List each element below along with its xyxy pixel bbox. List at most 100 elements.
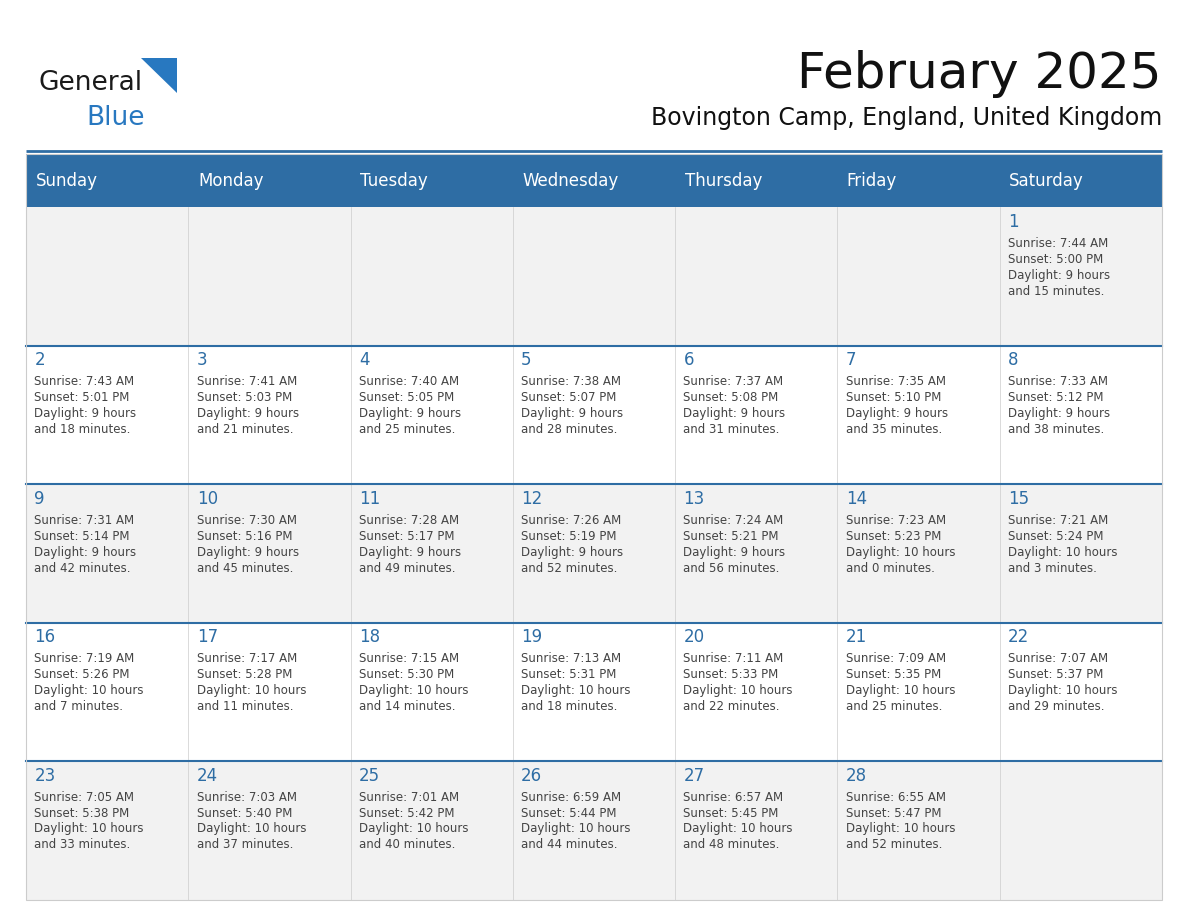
Bar	[838, 346, 999, 485]
Text: Sunset: 5:16 PM: Sunset: 5:16 PM	[197, 530, 292, 543]
Bar	[838, 761, 999, 900]
Text: Sunset: 5:28 PM: Sunset: 5:28 PM	[197, 668, 292, 681]
Text: Sunset: 5:23 PM: Sunset: 5:23 PM	[846, 530, 941, 543]
Text: and 7 minutes.: and 7 minutes.	[34, 700, 124, 713]
Text: Sunrise: 7:31 AM: Sunrise: 7:31 AM	[34, 514, 134, 527]
Text: Sunset: 5:45 PM: Sunset: 5:45 PM	[683, 807, 779, 820]
Text: Sunrise: 6:59 AM: Sunrise: 6:59 AM	[522, 790, 621, 803]
Text: Sunset: 5:26 PM: Sunset: 5:26 PM	[34, 668, 129, 681]
Text: and 45 minutes.: and 45 minutes.	[197, 562, 293, 575]
Text: 13: 13	[683, 490, 704, 508]
Text: 8: 8	[1007, 352, 1018, 369]
Text: Daylight: 9 hours: Daylight: 9 hours	[359, 408, 461, 420]
Text: and 18 minutes.: and 18 minutes.	[34, 423, 131, 436]
Text: Sunrise: 7:37 AM: Sunrise: 7:37 AM	[683, 375, 784, 388]
Bar	[513, 622, 675, 761]
Text: and 35 minutes.: and 35 minutes.	[846, 423, 942, 436]
Bar	[189, 622, 350, 761]
Text: Daylight: 9 hours: Daylight: 9 hours	[683, 408, 785, 420]
Text: 16: 16	[34, 628, 56, 646]
Text: Sunrise: 7:43 AM: Sunrise: 7:43 AM	[34, 375, 134, 388]
Text: 25: 25	[359, 767, 380, 785]
Text: 9: 9	[34, 490, 45, 508]
Text: Daylight: 9 hours: Daylight: 9 hours	[197, 408, 299, 420]
Text: Thursday: Thursday	[684, 172, 762, 190]
Text: Daylight: 9 hours: Daylight: 9 hours	[846, 408, 948, 420]
Text: Daylight: 9 hours: Daylight: 9 hours	[1007, 269, 1110, 282]
Text: and 44 minutes.: and 44 minutes.	[522, 838, 618, 851]
Text: Sunrise: 6:57 AM: Sunrise: 6:57 AM	[683, 790, 784, 803]
Bar	[26, 207, 189, 346]
Text: and 52 minutes.: and 52 minutes.	[846, 838, 942, 851]
Text: Daylight: 10 hours: Daylight: 10 hours	[846, 823, 955, 835]
Text: Sunset: 5:31 PM: Sunset: 5:31 PM	[522, 668, 617, 681]
Text: Daylight: 10 hours: Daylight: 10 hours	[359, 823, 468, 835]
Text: Sunset: 5:01 PM: Sunset: 5:01 PM	[34, 391, 129, 404]
Bar	[838, 207, 999, 346]
Polygon shape	[141, 58, 177, 93]
Text: Sunrise: 7:21 AM: Sunrise: 7:21 AM	[1007, 514, 1108, 527]
Text: Sunset: 5:05 PM: Sunset: 5:05 PM	[359, 391, 454, 404]
Bar	[999, 207, 1162, 346]
Text: Tuesday: Tuesday	[360, 172, 428, 190]
Text: Sunset: 5:10 PM: Sunset: 5:10 PM	[846, 391, 941, 404]
Bar	[350, 207, 513, 346]
Text: Daylight: 9 hours: Daylight: 9 hours	[1007, 408, 1110, 420]
Text: and 29 minutes.: and 29 minutes.	[1007, 700, 1105, 713]
Text: 6: 6	[683, 352, 694, 369]
Text: and 33 minutes.: and 33 minutes.	[34, 838, 131, 851]
Bar	[999, 346, 1162, 485]
Text: Sunset: 5:03 PM: Sunset: 5:03 PM	[197, 391, 292, 404]
Text: Sunset: 5:07 PM: Sunset: 5:07 PM	[522, 391, 617, 404]
Text: and 56 minutes.: and 56 minutes.	[683, 562, 779, 575]
Text: and 31 minutes.: and 31 minutes.	[683, 423, 779, 436]
Text: Sunset: 5:08 PM: Sunset: 5:08 PM	[683, 391, 778, 404]
Text: 3: 3	[197, 352, 208, 369]
Text: 23: 23	[34, 767, 56, 785]
Text: and 0 minutes.: and 0 minutes.	[846, 562, 935, 575]
Bar	[189, 207, 350, 346]
Text: 5: 5	[522, 352, 532, 369]
Text: Sunrise: 6:55 AM: Sunrise: 6:55 AM	[846, 790, 946, 803]
Text: Sunset: 5:00 PM: Sunset: 5:00 PM	[1007, 252, 1104, 266]
Text: and 49 minutes.: and 49 minutes.	[359, 562, 455, 575]
Text: Sunrise: 7:44 AM: Sunrise: 7:44 AM	[1007, 237, 1108, 250]
Text: 1: 1	[1007, 213, 1018, 231]
Text: Daylight: 9 hours: Daylight: 9 hours	[522, 408, 624, 420]
Text: 17: 17	[197, 628, 217, 646]
Bar	[350, 622, 513, 761]
Text: Sunrise: 7:41 AM: Sunrise: 7:41 AM	[197, 375, 297, 388]
Text: Saturday: Saturday	[1009, 172, 1083, 190]
Text: Daylight: 10 hours: Daylight: 10 hours	[683, 823, 792, 835]
Text: Daylight: 10 hours: Daylight: 10 hours	[522, 684, 631, 697]
Text: Sunset: 5:17 PM: Sunset: 5:17 PM	[359, 530, 455, 543]
Text: and 15 minutes.: and 15 minutes.	[1007, 285, 1105, 297]
Text: Friday: Friday	[847, 172, 897, 190]
Text: and 40 minutes.: and 40 minutes.	[359, 838, 455, 851]
Text: Sunrise: 7:19 AM: Sunrise: 7:19 AM	[34, 652, 134, 666]
Text: Daylight: 10 hours: Daylight: 10 hours	[683, 684, 792, 697]
Text: 24: 24	[197, 767, 217, 785]
Text: Daylight: 10 hours: Daylight: 10 hours	[34, 823, 144, 835]
Text: 19: 19	[522, 628, 542, 646]
Bar	[26, 622, 189, 761]
Text: Sunrise: 7:26 AM: Sunrise: 7:26 AM	[522, 514, 621, 527]
Text: Sunrise: 7:03 AM: Sunrise: 7:03 AM	[197, 790, 297, 803]
Text: Daylight: 9 hours: Daylight: 9 hours	[522, 545, 624, 558]
Text: Sunrise: 7:09 AM: Sunrise: 7:09 AM	[846, 652, 946, 666]
Bar	[675, 761, 838, 900]
Text: Sunday: Sunday	[36, 172, 97, 190]
Text: Daylight: 9 hours: Daylight: 9 hours	[683, 545, 785, 558]
Bar	[350, 761, 513, 900]
Text: 15: 15	[1007, 490, 1029, 508]
Text: Sunrise: 7:23 AM: Sunrise: 7:23 AM	[846, 514, 946, 527]
Text: Monday: Monday	[198, 172, 264, 190]
Bar	[513, 485, 675, 622]
Text: Daylight: 9 hours: Daylight: 9 hours	[359, 545, 461, 558]
Text: Sunrise: 7:07 AM: Sunrise: 7:07 AM	[1007, 652, 1108, 666]
Bar	[675, 485, 838, 622]
Text: and 48 minutes.: and 48 minutes.	[683, 838, 779, 851]
Bar	[675, 622, 838, 761]
Text: Sunset: 5:37 PM: Sunset: 5:37 PM	[1007, 668, 1104, 681]
Text: Daylight: 10 hours: Daylight: 10 hours	[846, 545, 955, 558]
